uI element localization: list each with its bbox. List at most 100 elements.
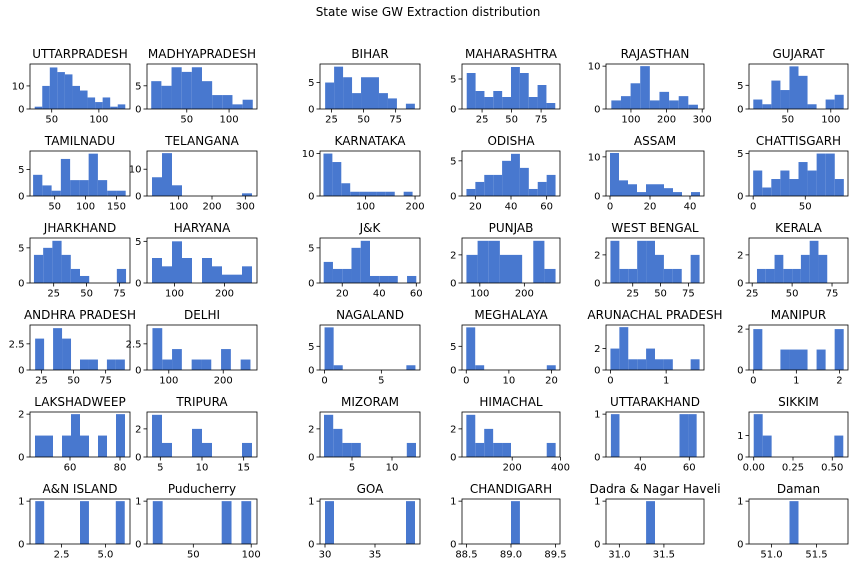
histogram-bar [403, 191, 413, 196]
axes-frame [146, 324, 258, 371]
y-tick-label: 5 [18, 165, 24, 176]
x-tick-label: 50 [48, 202, 61, 213]
histogram-bar [332, 268, 343, 283]
panel-26: MIZORAM 5 10 0 2 [308, 395, 421, 474]
histogram-bar [80, 90, 88, 109]
histogram-bar [241, 501, 252, 544]
histogram-bar [825, 99, 835, 109]
y-tick-label: 0 [737, 279, 743, 290]
histogram-bar [663, 268, 673, 283]
histogram-bar [466, 414, 476, 457]
histogram-bar [325, 501, 334, 544]
panel-title: ASSAM [634, 134, 676, 148]
axes-frame [748, 411, 849, 458]
histogram-bar [116, 190, 126, 196]
histogram-bar [620, 96, 631, 109]
y-tick-label: 0 [135, 366, 141, 377]
x-tick-label: 50 [505, 115, 518, 126]
y-tick-label: 0 [450, 540, 456, 551]
panel-12: JHARKHAND 25 50 75 0 5 [18, 221, 131, 300]
histogram-bar [610, 414, 620, 457]
histogram-bar [171, 67, 182, 109]
histogram-bar [484, 97, 494, 109]
axes-frame [748, 237, 849, 284]
x-tick-label: 30 [319, 550, 332, 561]
histogram-bar [334, 66, 344, 109]
histogram-bar [818, 254, 828, 284]
panel-title: TAMILNADU [44, 134, 115, 148]
histogram-bar [385, 191, 395, 196]
panel-title: MADHYAPRADESH [148, 47, 256, 61]
histogram-bar [688, 414, 697, 457]
y-tick-label: 0 [737, 105, 743, 116]
y-tick-label: 5 [135, 81, 141, 92]
panel-title: Puducherry [168, 482, 236, 496]
y-tick-label: 0 [450, 192, 456, 203]
axes-frame [605, 324, 705, 371]
x-tick-label: 60 [540, 202, 553, 213]
histogram-bar [405, 103, 415, 109]
histogram-bar [679, 414, 689, 457]
histogram-bar [528, 97, 538, 109]
y-tick-label: 0 [135, 540, 141, 551]
y-tick-label: 5 [737, 149, 743, 160]
panel-title: NAGALAND [336, 308, 404, 322]
histogram-bar [44, 435, 53, 457]
histogram-bar [546, 174, 556, 196]
axes-frame [748, 324, 849, 371]
histogram-bar [546, 442, 556, 457]
x-tick-label: 200 [406, 202, 425, 213]
y-tick-label: 2 [594, 344, 600, 355]
histogram-bar [798, 162, 808, 196]
panel-title: BIHAR [351, 47, 388, 61]
y-tick-label: 0 [18, 105, 24, 116]
panel-33: CHANDIGARH 88.5 89.0 89.5 0 1 [450, 482, 567, 561]
histogram-bar [242, 99, 253, 109]
panel-title: GUJARAT [772, 47, 825, 61]
x-tick-label: 0 [321, 376, 327, 387]
histogram-bar [359, 191, 369, 196]
x-tick-label: 25 [746, 289, 759, 300]
x-tick-label: 5 [349, 463, 355, 474]
histogram-bar [152, 177, 162, 196]
histogram-bar [88, 359, 98, 370]
histogram-bar [107, 190, 117, 196]
histogram-bar [95, 102, 103, 109]
y-tick-label: 0 [594, 279, 600, 290]
x-tick-label: 75 [826, 289, 839, 300]
histogram-bar [35, 338, 45, 370]
panel-title: MANIPUR [771, 308, 826, 322]
histogram-bar [116, 414, 125, 457]
y-tick-label: 0 [308, 192, 314, 203]
y-tick-label: 2 [737, 250, 743, 261]
histogram-bar [110, 106, 118, 109]
histogram-bar [343, 77, 353, 109]
y-tick-label: 0 [18, 540, 24, 551]
histogram-bar [51, 190, 61, 196]
x-tick-label: 200 [657, 115, 676, 126]
panel-35: Daman 51.0 51.5 0 1 [737, 482, 849, 561]
panel-title: RAJASTHAN [621, 47, 690, 61]
histogram-bar [342, 442, 352, 457]
histogram-bar [664, 188, 673, 196]
histogram-bar [809, 240, 819, 283]
histogram-bar [655, 184, 664, 196]
panel-title: DELHI [184, 308, 220, 322]
x-tick-label: 25 [626, 289, 639, 300]
x-tick-label: 40 [684, 202, 697, 213]
histogram-bar [762, 104, 772, 109]
x-tick-label: 400 [551, 463, 570, 474]
panel-20: NAGALAND 0 5 0 5 [308, 308, 421, 387]
panel-29: SIKKIM 0.00 0.25 0.50 0 1 [737, 395, 849, 474]
histogram-bar [222, 274, 232, 283]
histogram-bar [646, 501, 655, 544]
x-tick-label: 0 [463, 376, 469, 387]
y-tick-label: 5 [737, 81, 743, 92]
y-tick-label: 0 [18, 366, 24, 377]
histogram-bar [323, 153, 333, 196]
histogram-bar [502, 97, 511, 109]
histogram-bar [162, 359, 173, 370]
y-tick-label: 2.5 [9, 339, 25, 350]
x-tick-label: 75 [682, 289, 695, 300]
